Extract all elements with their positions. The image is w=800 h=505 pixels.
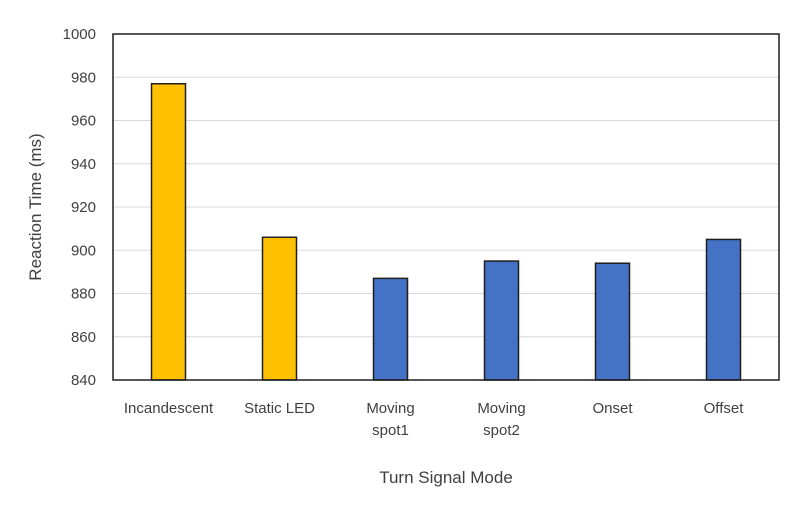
- x-category-label: Moving: [366, 400, 414, 417]
- y-tick-label: 960: [71, 113, 96, 130]
- x-category-label: spot2: [483, 422, 520, 439]
- x-category-label: Onset: [592, 400, 633, 417]
- y-tick-label: 920: [71, 199, 96, 216]
- y-tick-label: 1000: [63, 26, 96, 43]
- bar: [594, 262, 631, 381]
- y-tick-label: 860: [71, 329, 96, 346]
- x-category-label: spot1: [372, 422, 409, 439]
- y-tick-labels: 840 860 880 900 920 940 960 980 1000: [63, 26, 96, 389]
- bar: [261, 236, 298, 381]
- y-tick-label: 840: [71, 372, 96, 389]
- x-category-label: Static LED: [244, 400, 315, 417]
- y-axis-title: Reaction Time (ms): [26, 133, 45, 280]
- x-axis-title: Turn Signal Mode: [379, 468, 513, 487]
- bar: [705, 238, 742, 381]
- bars: [150, 82, 742, 381]
- bar: [483, 260, 520, 381]
- bar: [150, 82, 187, 381]
- gridlines: [113, 76, 779, 338]
- y-tick-label: 940: [71, 156, 96, 173]
- x-category-label: Incandescent: [124, 400, 214, 417]
- y-tick-label: 980: [71, 69, 96, 86]
- x-category-labels: Incandescent Static LED Moving spot1 Moving s…: [124, 400, 744, 439]
- x-category-label: Moving: [477, 400, 525, 417]
- bar: [372, 277, 409, 381]
- x-category-label: Offset: [704, 400, 745, 417]
- y-tick-label: 900: [71, 242, 96, 259]
- y-tick-label: 880: [71, 286, 96, 303]
- plot-area-border: [112, 33, 780, 381]
